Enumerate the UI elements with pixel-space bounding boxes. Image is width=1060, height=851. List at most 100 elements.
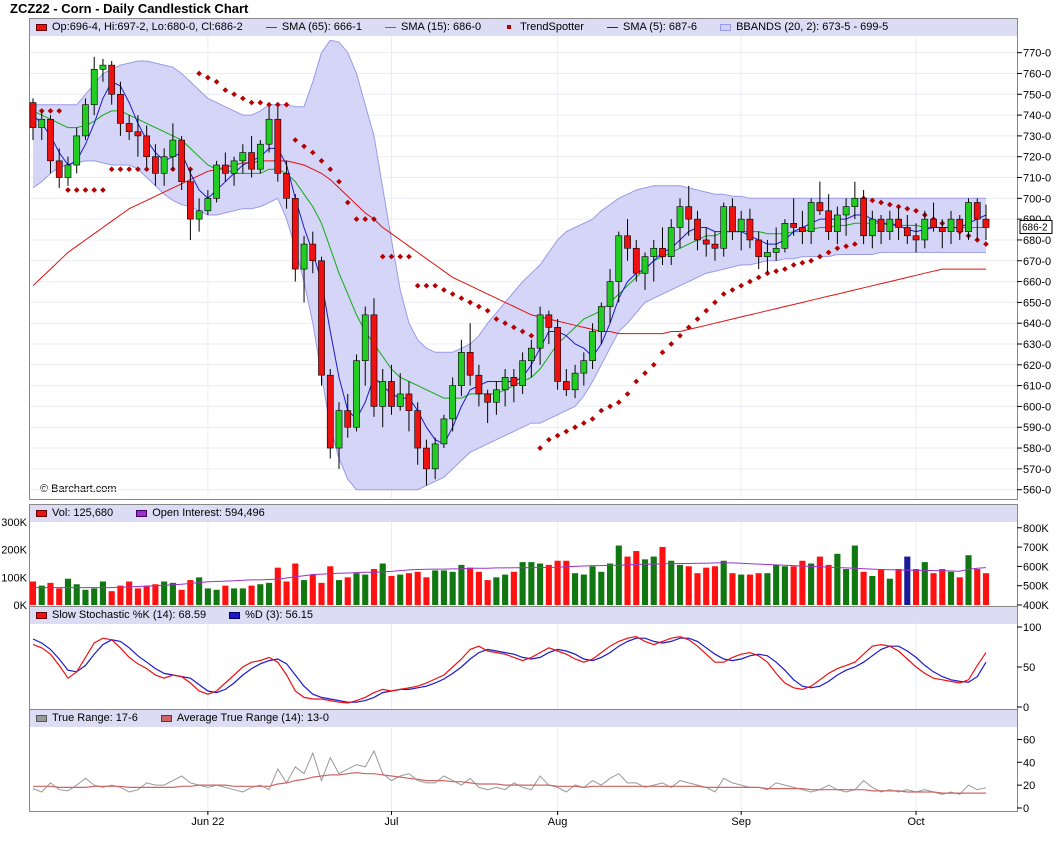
volume-bar: [108, 591, 115, 605]
candle: [152, 144, 159, 186]
volume-bar: [318, 582, 325, 605]
candle-body: [484, 393, 492, 403]
volume-bar: [300, 580, 308, 605]
volume-bar: [47, 582, 54, 605]
volume-bar: [405, 573, 413, 605]
trendspotter-dot: [91, 187, 98, 193]
candle-body: [108, 64, 116, 95]
tr-tick-label: 0: [1023, 803, 1029, 815]
volume-bar: [825, 564, 832, 605]
trendspotter-dot: [432, 282, 439, 289]
candle-body: [755, 239, 763, 257]
trendspotter-dot: [878, 199, 884, 206]
volume-bar: [432, 570, 439, 605]
trendspotter-dot: [205, 74, 211, 81]
trendspotter-dot: [222, 87, 229, 93]
candle: [117, 81, 124, 136]
volume-bar: [790, 566, 797, 605]
volume-bar: [685, 566, 692, 605]
candle: [335, 402, 343, 469]
candle: [388, 364, 395, 415]
volume-bar: [624, 556, 631, 605]
volume-bar: [947, 571, 955, 605]
trendspotter-dot: [362, 216, 369, 222]
candle-body: [589, 331, 596, 361]
candle-body: [562, 381, 570, 391]
candle: [379, 368, 387, 428]
candle-body: [501, 376, 509, 391]
candle-body: [248, 152, 255, 170]
trendspotter-dot: [843, 243, 849, 250]
trendspotter-dot: [248, 99, 255, 106]
trendspotter-dot: [82, 187, 89, 193]
trendspotter-dot: [213, 78, 220, 85]
candle-body: [912, 235, 920, 241]
candle-body: [746, 218, 754, 241]
candle: [493, 381, 500, 415]
candle: [361, 306, 369, 386]
candle-body: [694, 218, 701, 241]
candle: [510, 368, 518, 403]
candle: [458, 339, 465, 397]
legend-trendspotter: TrendSpotter: [502, 19, 584, 36]
volume-bar: [563, 560, 570, 605]
candle: [47, 115, 54, 174]
candle-body: [283, 173, 290, 199]
candle-body: [825, 210, 832, 232]
price-axis: 560-0 570-0 580-0 590-0 600-0 610-0 620-0 630-0…: [1017, 48, 1051, 497]
trendspotter-dot: [782, 266, 788, 272]
stoch-tick-label: 50: [1023, 662, 1035, 674]
volume-bar: [738, 574, 745, 605]
legend-bbands: BBANDS (20, 2): 673-5 - 699-5: [718, 19, 888, 36]
barchart-watermark: © Barchart.com: [40, 483, 117, 495]
candle-body: [554, 327, 561, 382]
volume-bar: [99, 581, 107, 605]
candle: [650, 239, 658, 282]
trendspotter-dot: [196, 70, 202, 77]
candle-body: [335, 410, 343, 449]
candle: [982, 204, 990, 240]
trendspotter-dot: [615, 399, 622, 406]
trendspotter-dot: [502, 320, 508, 327]
candle: [676, 198, 684, 249]
trendspotter-dot: [441, 287, 447, 293]
oi-tick-label: 500K: [1023, 581, 1049, 593]
candle-body: [82, 104, 89, 137]
volume-bar: [152, 584, 159, 605]
x-month-label: Aug: [548, 816, 568, 828]
trendspotter-dot: [659, 349, 666, 356]
volume-bar: [309, 574, 316, 605]
volume-bar: [143, 585, 150, 605]
candle: [527, 339, 535, 378]
volume-bar: [869, 575, 876, 605]
volume-bar: [650, 556, 657, 605]
candle: [64, 156, 72, 186]
volume-bar: [720, 560, 727, 605]
candle-body: [772, 247, 780, 253]
stochastic-axis: 0 50 100: [1017, 622, 1041, 714]
candle: [545, 310, 553, 344]
volume-bar: [878, 569, 885, 605]
candle-body: [667, 227, 675, 257]
trendspotter-dot: [886, 201, 893, 208]
volume-bar: [274, 567, 281, 605]
candle: [755, 231, 763, 270]
candle-body: [326, 374, 334, 449]
volume-bar: [362, 574, 369, 605]
candle-body: [632, 247, 640, 274]
price-tick-label: 700-0: [1023, 193, 1051, 205]
candle: [108, 60, 116, 105]
volume-bar: [335, 580, 343, 605]
volume-bar: [327, 566, 334, 605]
trendspotter-dot: [589, 416, 596, 422]
trendspotter-dot: [108, 166, 115, 173]
open-interest-line: [33, 562, 987, 589]
candle: [702, 227, 710, 257]
volume-left-axis: 0K 100K 200K 300K: [1, 517, 27, 612]
volume-bar: [29, 581, 37, 605]
trendspotter-dot: [458, 295, 465, 302]
candle-body: [152, 156, 159, 174]
volume-bar: [668, 560, 675, 605]
volume-tick-label: 0K: [14, 600, 28, 612]
trendspotter-dot: [983, 241, 989, 247]
